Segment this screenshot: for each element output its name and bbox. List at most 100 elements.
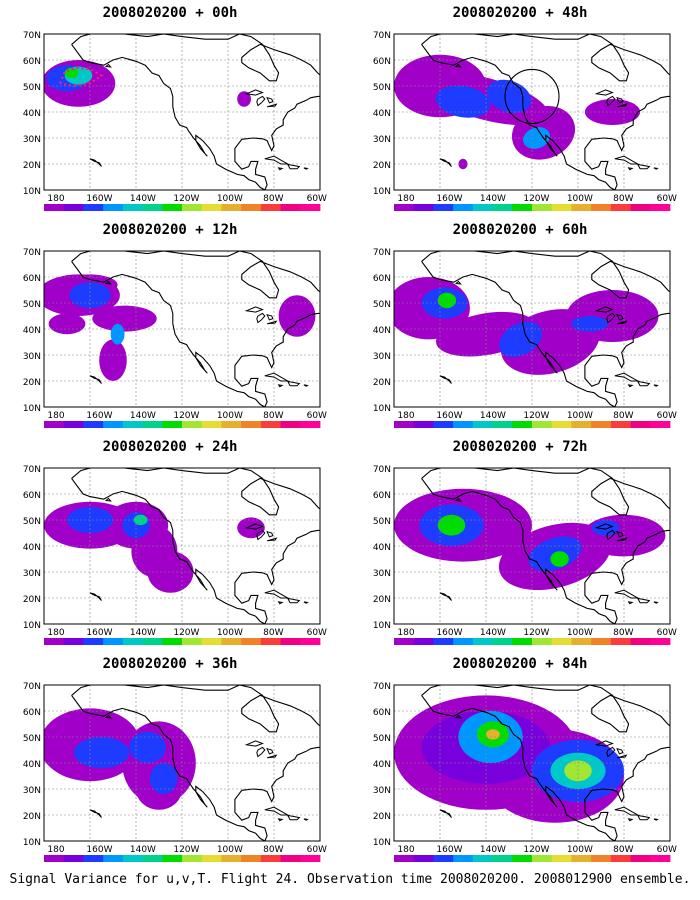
colorbar-label: 21	[606, 213, 615, 214]
lon-label: 160W	[436, 628, 462, 638]
map-frame	[393, 467, 671, 625]
coastline	[606, 95, 616, 107]
colorbar-swatch	[532, 638, 553, 645]
colorbar-label: 29	[276, 430, 285, 431]
colorbar-swatch	[532, 421, 553, 428]
lon-label: 140W	[480, 194, 506, 204]
lat-label: 20N	[373, 812, 391, 822]
colorbar-label: 2.2	[428, 430, 439, 431]
colorbar-swatch	[472, 855, 493, 862]
lon-label: 180	[47, 411, 64, 421]
variance-contour	[73, 737, 130, 769]
colorbar-swatch	[453, 855, 474, 862]
colorbar-swatch	[44, 638, 65, 645]
colorbar-swatch	[472, 204, 493, 211]
variance-contour	[437, 514, 466, 536]
colorbar-swatch	[103, 855, 124, 862]
colorbar-label: 9	[199, 864, 203, 865]
colorbar-label: 21	[606, 647, 615, 648]
colorbar-label: 1.6	[408, 430, 420, 431]
colorbar-label: 5.1	[487, 647, 498, 648]
colorbar-swatch	[142, 855, 163, 862]
coastline	[244, 740, 264, 747]
colorbar-swatch	[591, 855, 612, 862]
colorbar-label: 7.5	[526, 864, 537, 865]
colorbar-swatch	[453, 638, 474, 645]
colorbar-label: 40	[296, 647, 305, 648]
lon-label: 100W	[217, 194, 243, 204]
colorbar-swatch	[630, 421, 651, 428]
coastline	[616, 754, 628, 759]
coastline	[594, 523, 614, 530]
colorbar-label: 6.3	[507, 213, 518, 214]
coastline	[421, 468, 670, 516]
lat-label: 20N	[373, 161, 391, 171]
lat-label: 60N	[23, 708, 41, 718]
colorbar-label: 14	[587, 647, 596, 648]
lat-label: 50N	[23, 517, 41, 527]
colorbar-label: 3.1	[98, 864, 109, 865]
lat-label: 60N	[23, 274, 41, 284]
variance-map: 70N 60N 50N 40N 30N 20N 10N 180 160W 140W 120W 100W…	[373, 465, 677, 648]
lon-label: 180	[47, 194, 64, 204]
colorbar-swatch	[83, 638, 104, 645]
coastline	[266, 96, 274, 104]
lat-label: 50N	[373, 517, 391, 527]
lon-label: 80W	[613, 194, 633, 204]
lon-label: 140W	[480, 845, 506, 855]
colorbar-swatch	[300, 421, 321, 428]
colorbar-swatch	[512, 855, 533, 862]
variance-contour	[99, 339, 127, 381]
colorbar-label: 9	[549, 647, 553, 648]
lat-label: 30N	[373, 786, 391, 796]
colorbar-label: 11	[217, 864, 226, 865]
variance-map: 70N 60N 50N 40N 30N 20N 10N 180 160W 140W 120W 100W…	[23, 682, 327, 865]
colorbar-label: 6.3	[157, 864, 168, 865]
panel-title: 2008020200 + 48h	[452, 5, 588, 21]
coastline	[439, 809, 452, 818]
lat-label: 60N	[373, 57, 391, 67]
colorbar-label: 1.6	[408, 647, 420, 648]
map-frame	[393, 684, 671, 842]
colorbar-swatch	[162, 421, 183, 428]
variance-contour	[48, 313, 86, 335]
colorbar-swatch	[182, 638, 203, 645]
colorbar-swatch	[122, 421, 143, 428]
lon-label: 140W	[130, 628, 156, 638]
colorbar-label: 21	[606, 864, 615, 865]
colorbar-swatch	[63, 421, 84, 428]
colorbar-swatch	[260, 421, 281, 428]
lon-label: 160W	[86, 845, 112, 855]
colorbar-swatch	[241, 855, 262, 862]
colorbar-label: 40	[646, 647, 655, 648]
coastline	[627, 167, 634, 171]
colorbar-label: 14	[587, 430, 596, 431]
variance-contour	[584, 99, 641, 125]
lon-label: 100W	[567, 411, 593, 421]
lat-label: 40N	[23, 760, 41, 770]
colorbar-label: 14	[237, 430, 246, 431]
lat-label: 10N	[373, 404, 391, 414]
map-panel-48h: 2008020200 + 48h 70N 60N 50N 40N 30N 20N 10N 180…	[350, 4, 690, 218]
colorbar-swatch	[162, 204, 183, 211]
lon-label: 100W	[217, 411, 243, 421]
coastline	[653, 167, 659, 170]
lon-label: 140W	[130, 411, 156, 421]
lon-label: 80W	[613, 411, 633, 421]
colorbar-label: 2.2	[428, 213, 439, 214]
colorbar-label: 1.6	[58, 430, 70, 431]
lon-label: 180	[397, 845, 414, 855]
coastline	[286, 163, 301, 170]
colorbar-swatch	[280, 421, 301, 428]
coastline	[636, 163, 651, 170]
variance-contour	[566, 290, 659, 342]
coastline	[616, 530, 624, 538]
coastline	[653, 601, 659, 604]
colorbar-label: 2.2	[78, 213, 89, 214]
coastline	[303, 818, 309, 821]
colorbar-label: 4	[121, 647, 126, 648]
colorbar-swatch	[394, 204, 415, 211]
colorbar-label: 2.2	[78, 647, 89, 648]
colorbar-label: 6.3	[157, 430, 168, 431]
coastline	[104, 497, 112, 502]
